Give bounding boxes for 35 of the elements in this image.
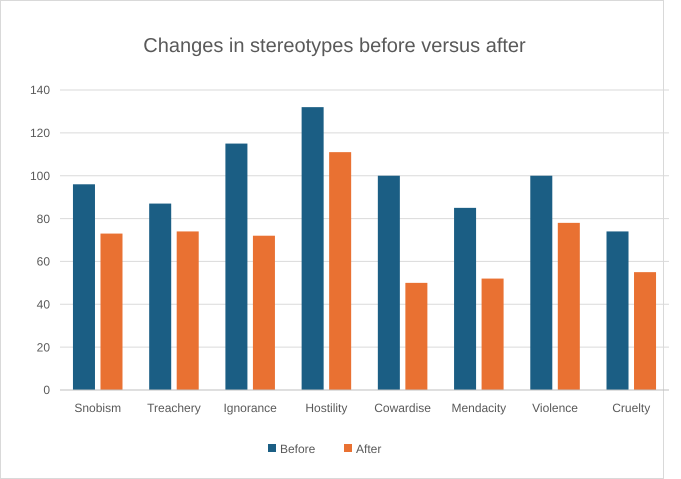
bar — [252, 236, 275, 390]
legend-label: Before — [280, 442, 316, 456]
y-tick-label: 100 — [30, 168, 50, 183]
x-tick-label: Cruelty — [612, 401, 650, 415]
y-tick-label: 80 — [36, 212, 50, 226]
bar — [606, 231, 629, 390]
x-tick-label: Hostility — [305, 401, 348, 415]
y-tick-label: 140 — [30, 83, 50, 98]
x-tick-label: Snobism — [74, 401, 122, 415]
bar — [302, 107, 324, 390]
bar — [482, 278, 504, 390]
bar — [100, 234, 122, 390]
x-tick-label: Cowardise — [374, 401, 432, 415]
x-tick-label: Ignorance — [223, 401, 278, 415]
x-tick-label: Violence — [532, 401, 578, 415]
bar — [149, 204, 172, 390]
bar — [378, 176, 400, 390]
bar — [634, 272, 656, 390]
x-tick-label: Treachery — [147, 401, 201, 415]
y-tick-label: 120 — [30, 126, 50, 140]
bar — [329, 152, 352, 390]
bar — [454, 208, 476, 390]
bar — [405, 282, 428, 390]
bar — [72, 184, 95, 390]
chart-title: Changes in stereotypes before versus after — [143, 35, 526, 57]
bar — [558, 222, 580, 390]
bar — [225, 144, 248, 390]
legend-label: After — [356, 442, 382, 456]
bar — [176, 231, 199, 390]
y-tick-label: 0 — [43, 383, 50, 398]
y-tick-label: 20 — [36, 340, 50, 354]
bar — [530, 176, 552, 390]
x-tick-label: Mendacity — [451, 401, 506, 415]
y-tick-label: 40 — [36, 297, 50, 312]
y-tick-label: 60 — [36, 254, 50, 269]
